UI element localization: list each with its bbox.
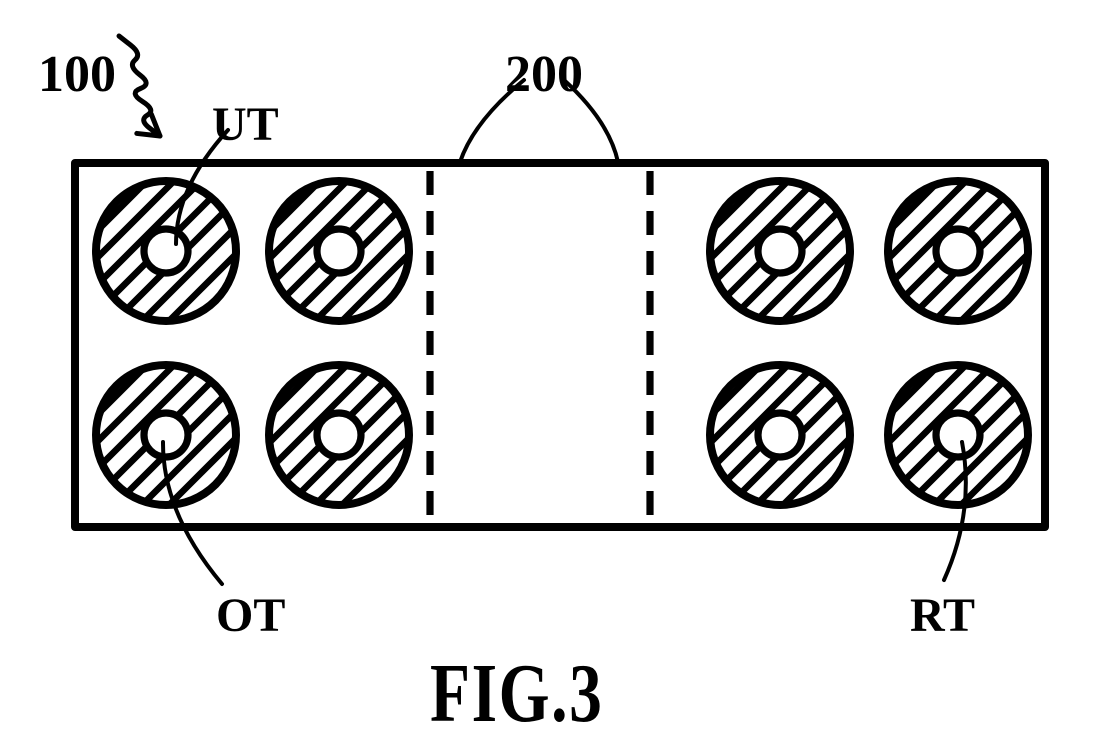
ut-label: UT	[212, 97, 279, 152]
figure-title: FIG.3	[430, 645, 603, 742]
circle-right-tr	[622, 139, 1111, 363]
rt-label: RT	[910, 588, 975, 643]
ref-200-label: 200	[505, 45, 583, 104]
ot-label: OT	[216, 588, 285, 643]
ref-100-label: 100	[38, 45, 116, 104]
circle-rt	[622, 323, 1111, 547]
figure-3-diagram: 100 200 UT OT RT FIG.3	[0, 0, 1111, 736]
